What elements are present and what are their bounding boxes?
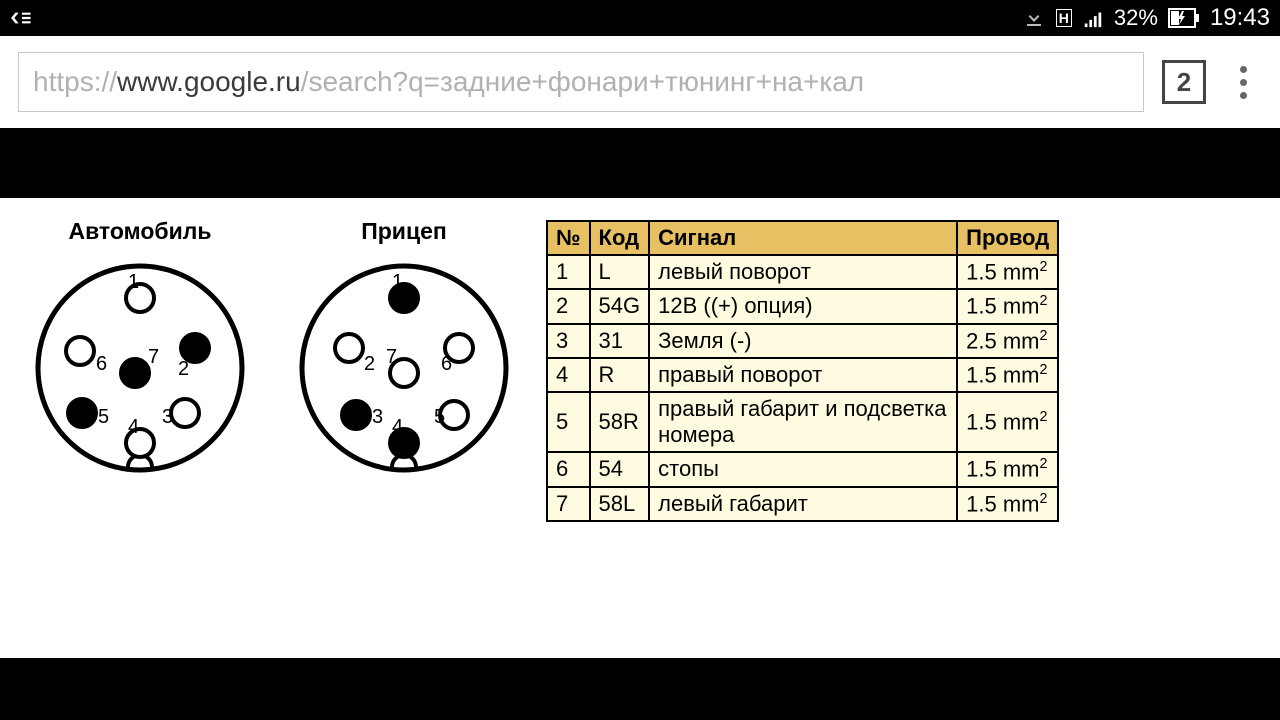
cell-signal: 12В ((+) опция) — [649, 289, 957, 323]
connector-svg: 1 2 34 5 6 7 — [274, 243, 534, 493]
status-right: H 32% 19:43 — [1022, 4, 1270, 32]
pin-label: 2 — [364, 353, 375, 375]
pin-label: 1 — [392, 271, 403, 293]
cell-code: 54G — [590, 289, 650, 323]
cell-num: 6 — [547, 452, 590, 486]
tab-switcher-button[interactable]: 2 — [1162, 60, 1206, 104]
table-row: 331Земля (-)2.5 mm2 — [547, 324, 1058, 358]
pin-label: 7 — [148, 346, 159, 368]
download-icon — [1022, 6, 1046, 30]
cell-num: 7 — [547, 487, 590, 521]
connector-diagram: Автомобиль 1 2 3 45 6 7 — [10, 218, 270, 493]
pin-circle — [68, 399, 96, 427]
cell-signal: Земля (-) — [649, 324, 957, 358]
bottom-band — [0, 658, 1280, 720]
usb-icon — [10, 5, 36, 31]
table-row: 1Lлевый поворот1.5 mm2 — [547, 255, 1058, 289]
th-signal: Сигнал — [649, 221, 957, 255]
cell-code: 31 — [590, 324, 650, 358]
cell-wire: 1.5 mm2 — [957, 452, 1058, 486]
table-header-row: № Код Сигнал Провод — [547, 221, 1058, 255]
cell-num: 1 — [547, 255, 590, 289]
cell-signal: правый поворот — [649, 358, 957, 392]
th-wire: Провод — [957, 221, 1058, 255]
cell-code: 54 — [590, 452, 650, 486]
connector-diagrams: Автомобиль1234567Прицеп1234567 — [10, 218, 534, 493]
cell-num: 5 — [547, 392, 590, 452]
cell-code: 58R — [590, 392, 650, 452]
cell-code: L — [590, 255, 650, 289]
table-row: 654стопы1.5 mm2 — [547, 452, 1058, 486]
pin-label: 6 — [96, 353, 107, 375]
table-row: 4Rправый поворот1.5 mm2 — [547, 358, 1058, 392]
th-code: Код — [590, 221, 650, 255]
cell-signal: левый поворот — [649, 255, 957, 289]
table-row: 558Rправый габарит и подсветка номера1.5… — [547, 392, 1058, 452]
cell-wire: 1.5 mm2 — [957, 487, 1058, 521]
network-type: H — [1056, 9, 1072, 27]
pin-label: 5 — [434, 406, 445, 428]
connector-diagram: Прицеп 1 2 34 5 6 7 — [274, 218, 534, 493]
table-row: 758Lлевый габарит1.5 mm2 — [547, 487, 1058, 521]
status-bar: H 32% 19:43 — [0, 0, 1280, 36]
pin-circle — [66, 337, 94, 365]
pin-label: 4 — [128, 416, 139, 438]
diagram-title: Прицеп — [361, 218, 447, 245]
cell-wire: 1.5 mm2 — [957, 289, 1058, 323]
url-scheme: https:// — [33, 66, 117, 98]
pin-label: 2 — [178, 358, 189, 380]
cell-signal: левый габарит — [649, 487, 957, 521]
cell-num: 2 — [547, 289, 590, 323]
content: Автомобиль1234567Прицеп1234567 № Код Сиг… — [0, 198, 1280, 658]
battery-icon — [1168, 8, 1200, 28]
cell-wire: 1.5 mm2 — [957, 358, 1058, 392]
pin-circle — [335, 334, 363, 362]
pin-label: 1 — [128, 271, 139, 293]
pin-label: 3 — [372, 406, 383, 428]
url-path: /search?q=задние+фонари+тюнинг+на+кал — [301, 66, 864, 98]
status-left — [10, 5, 36, 31]
cell-signal: стопы — [649, 452, 957, 486]
separator-band — [0, 128, 1280, 198]
pin-circle — [342, 401, 370, 429]
menu-button[interactable] — [1224, 66, 1262, 99]
cell-wire: 2.5 mm2 — [957, 324, 1058, 358]
th-num: № — [547, 221, 590, 255]
pin-label: 6 — [441, 353, 452, 375]
pin-label: 4 — [392, 416, 403, 438]
pin-label: 3 — [162, 406, 173, 428]
browser-toolbar: https://www.google.ru/search?q=задние+фо… — [0, 36, 1280, 128]
cell-signal: правый габарит и подсветка номера — [649, 392, 957, 452]
url-host: www.google.ru — [117, 66, 301, 98]
clock: 19:43 — [1210, 4, 1270, 32]
cell-num: 4 — [547, 358, 590, 392]
cell-wire: 1.5 mm2 — [957, 255, 1058, 289]
diagram-title: Автомобиль — [68, 218, 211, 245]
pin-circle — [121, 359, 149, 387]
cell-code: 58L — [590, 487, 650, 521]
table-row: 254G12В ((+) опция)1.5 mm2 — [547, 289, 1058, 323]
pin-label: 5 — [98, 406, 109, 428]
signal-icon — [1082, 7, 1104, 29]
cell-code: R — [590, 358, 650, 392]
connector-svg: 1 2 3 45 6 7 — [10, 243, 270, 493]
cell-wire: 1.5 mm2 — [957, 392, 1058, 452]
pin-label: 7 — [386, 346, 397, 368]
url-input[interactable]: https://www.google.ru/search?q=задние+фо… — [18, 52, 1144, 112]
pin-circle — [171, 399, 199, 427]
pinout-table: № Код Сигнал Провод 1Lлевый поворот1.5 m… — [546, 220, 1059, 522]
battery-percent: 32% — [1114, 5, 1158, 31]
cell-num: 3 — [547, 324, 590, 358]
